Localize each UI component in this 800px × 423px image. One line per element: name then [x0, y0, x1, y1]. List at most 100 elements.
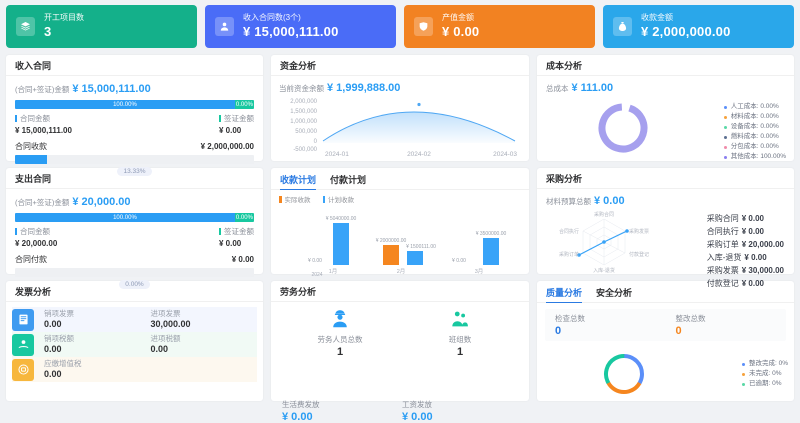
invoice-label: 销项税额 [44, 333, 74, 343]
legend-actual-collection[interactable]: 实际收款 [279, 194, 311, 204]
income-bar-visa-pct: 0.00% [234, 100, 254, 109]
invoice-value: 0.00 [44, 368, 62, 379]
expense-bar-contract-pct: 100.00% [15, 213, 235, 222]
fund-area-chart: 2,000,000 1,500,000 1,000,000 500,000 0 … [290, 99, 517, 158]
tab-safety-analysis[interactable]: 安全分析 [596, 288, 633, 298]
card-purchase-analysis: 采购分析 材料预算总额 ¥ 0.00 [537, 168, 794, 288]
svg-text:1,500,000: 1,500,000 [290, 109, 317, 115]
labor-wage-value: ¥ 0.00 [402, 411, 433, 423]
column-middle: 资金分析 当前资金余额 ¥ 1,999,888.00 2,000 [271, 55, 529, 423]
svg-text:-500,000: -500,000 [293, 147, 317, 153]
card-quality-analysis: 质量分析 安全分析 检查总数 0 整改总数 0 [537, 281, 794, 401]
income-collection-value: ¥ 2,000,000.00 [200, 142, 254, 151]
purchase-item: 采购订单 ¥ 20,000.00 [706, 239, 784, 249]
legend-planned-collection[interactable]: 计划收款 [323, 194, 354, 204]
plan-chart-legend: 实际收款 计划收款 [279, 194, 521, 204]
invoice-label: 销项发票 [44, 308, 74, 318]
card-expense-contract: 支出合同 (合同+签证)金额 ¥ 20,000.00 100.00% 0.00%… [6, 168, 263, 289]
income-legend-visa-label: 签证金额 [219, 113, 254, 124]
person-icon [215, 17, 234, 36]
income-legend-visa: 签证金额 ¥ 0.00 [219, 113, 254, 135]
invoice-icon [12, 308, 34, 331]
card-collection-plan: 收款计划 付款计划 实际收款 计划收款 ¥ 0.00 ¥ 5040000.00 … [271, 168, 529, 278]
income-collection-pct: 13.33% [117, 167, 152, 176]
labor-stat-teams: 班组数 1 [400, 308, 520, 394]
purchase-budget-label: 材料预算总额 [546, 197, 591, 206]
card-cost-analysis: 成本分析 总成本 ¥ 111.00 人工成本: 0.00% 材料成本: 0.00… [537, 55, 794, 161]
expense-payment-label: 合同付款 [15, 255, 47, 264]
labor-stat-workers: 劳务人员总数 1 [280, 308, 400, 394]
income-legend-row: 合同金额 ¥ 15,000,111.00 签证金额 ¥ 0.00 [15, 113, 254, 135]
cost-legend-item: 材料成本: 0.00% [724, 112, 786, 122]
svg-text:2,000,000: 2,000,000 [290, 99, 317, 105]
tab-quality-analysis[interactable]: 质量分析 [546, 286, 583, 303]
purchase-item: 采购发票 ¥ 30,000.00 [706, 265, 784, 275]
moneybag-icon [613, 17, 632, 36]
card-invoice-analysis: 发票分析 销项发票 0.00 [6, 281, 263, 401]
expense-legend-contract: 合同金额 ¥ 20,000.00 [15, 226, 57, 248]
kpi-card-collection-amount[interactable]: 收款金额 ¥ 2,000,000.00 [603, 5, 794, 48]
invoice-cell-left: 销项税额 0.00 [44, 334, 151, 355]
kpi-row: 开工项目数 3 收入合同数(3个) ¥ 15,000,111.00 [6, 5, 794, 48]
purchase-radar-chart: 采购合同 采购发票 付款登记 入库-退货 采购订单 合同执行 [559, 211, 649, 274]
kpi-card-started-projects[interactable]: 开工项目数 3 [6, 5, 197, 48]
card-body: 总成本 ¥ 111.00 人工成本: 0.00% 材料成本: 0.00% 设备成… [537, 76, 794, 161]
svg-text:付款登记: 付款登记 [629, 251, 649, 258]
shield-icon [414, 17, 433, 36]
expense-legend-contract-value: ¥ 20,000.00 [15, 239, 58, 248]
card-body: 检查总数 0 整改总数 0 整改完成: 0% [537, 303, 794, 401]
cost-total-row: 总成本 ¥ 111.00 [546, 82, 785, 94]
dashboard-columns: 收入合同 (合同+签证)金额 ¥ 15,000,111.00 100.00% 0… [6, 55, 794, 423]
invoice-row-tax: 销项税额 0.00 进项税额 0.00 [12, 332, 257, 357]
labor-living-allowance: 生活费发放 ¥ 0.00 [280, 399, 400, 423]
svg-text:1月: 1月 [329, 268, 338, 275]
dashboard-root: 开工项目数 3 收入合同数(3个) ¥ 15,000,111.00 [0, 0, 800, 401]
income-legend-contract-label: 合同金额 [15, 113, 72, 124]
income-bar-contract-pct: 100.00% [15, 100, 235, 109]
svg-text:¥ 2000000.00: ¥ 2000000.00 [376, 238, 407, 244]
card-title: 资金分析 [271, 55, 529, 76]
card-body: (合同+签证)金额 ¥ 15,000,111.00 100.00% 0.00% … [6, 76, 263, 183]
income-legend-contract-value: ¥ 15,000,111.00 [15, 126, 72, 135]
income-total-label: (合同+签证)金额 [15, 85, 70, 94]
svg-text:2024-03: 2024-03 [493, 151, 517, 157]
labor-workers-value: 1 [336, 346, 344, 358]
card-income-contract: 收入合同 (合同+签证)金额 ¥ 15,000,111.00 100.00% 0… [6, 55, 263, 176]
svg-text:2024: 2024 [311, 272, 322, 276]
cost-legend-item: 其他成本: 100.00% [724, 152, 786, 162]
cost-legend-item: 人工成本: 0.00% [724, 102, 786, 112]
expense-total-label: (合同+签证)金额 [15, 198, 70, 207]
purchase-budget-row: 材料预算总额 ¥ 0.00 [546, 195, 785, 207]
income-collection-row: 合同收款 ¥ 2,000,000.00 [15, 141, 254, 152]
quality-legend-item: 已逾期: 0% [742, 379, 788, 389]
svg-text:入库-退货: 入库-退货 [593, 267, 615, 274]
cost-legend-item: 燃料成本: 0.00% [724, 132, 786, 142]
cost-total-value: ¥ 111.00 [571, 82, 614, 94]
purchase-item: 采购合同 ¥ 0.00 [706, 214, 764, 223]
expense-total-value: ¥ 20,000.00 [72, 196, 131, 208]
card-title: 劳务分析 [271, 281, 529, 302]
svg-text:¥ 3500000.00: ¥ 3500000.00 [476, 231, 507, 237]
purchase-item-list: 采购合同 ¥ 0.00 合同执行 ¥ 0.00 采购订单 ¥ 20,000.00 入库… [707, 213, 784, 291]
tab-collection-plan[interactable]: 收款计划 [280, 173, 317, 190]
cost-legend-item: 分包成本: 0.00% [724, 142, 786, 152]
card-fund-analysis: 资金分析 当前资金余额 ¥ 1,999,888.00 2,000 [271, 55, 529, 161]
svg-text:2024-01: 2024-01 [325, 151, 349, 157]
quality-stat-rectifications: 整改总数 0 [666, 313, 787, 337]
svg-text:合同执行: 合同执行 [559, 228, 579, 235]
invoice-row-vat: 应缴增值税 0.00 [12, 357, 257, 382]
column-right: 成本分析 总成本 ¥ 111.00 人工成本: 0.00% 材料成本: 0.00… [537, 55, 794, 401]
expense-payment-progress [15, 268, 254, 277]
quality-inspections-value: 0 [555, 325, 562, 337]
svg-text:2月: 2月 [397, 268, 406, 275]
income-legend-visa-value: ¥ 0.00 [219, 126, 242, 135]
svg-text:500,000: 500,000 [295, 129, 317, 135]
expense-legend-row: 合同金额 ¥ 20,000.00 签证金额 ¥ 0.00 [15, 226, 254, 248]
kpi-card-output-value[interactable]: 产值金额 ¥ 0.00 [404, 5, 595, 48]
kpi-card-income-contracts[interactable]: 收入合同数(3个) ¥ 15,000,111.00 [205, 5, 396, 48]
labor-living-label: 生活费发放 [282, 400, 320, 409]
cost-legend-list: 人工成本: 0.00% 材料成本: 0.00% 设备成本: 0.00% 燃料成本… [724, 102, 786, 162]
tab-payment-plan[interactable]: 付款计划 [330, 175, 367, 185]
labor-wage-payment: 工资发放 ¥ 0.00 [400, 399, 520, 423]
income-collection-progress [15, 155, 254, 164]
